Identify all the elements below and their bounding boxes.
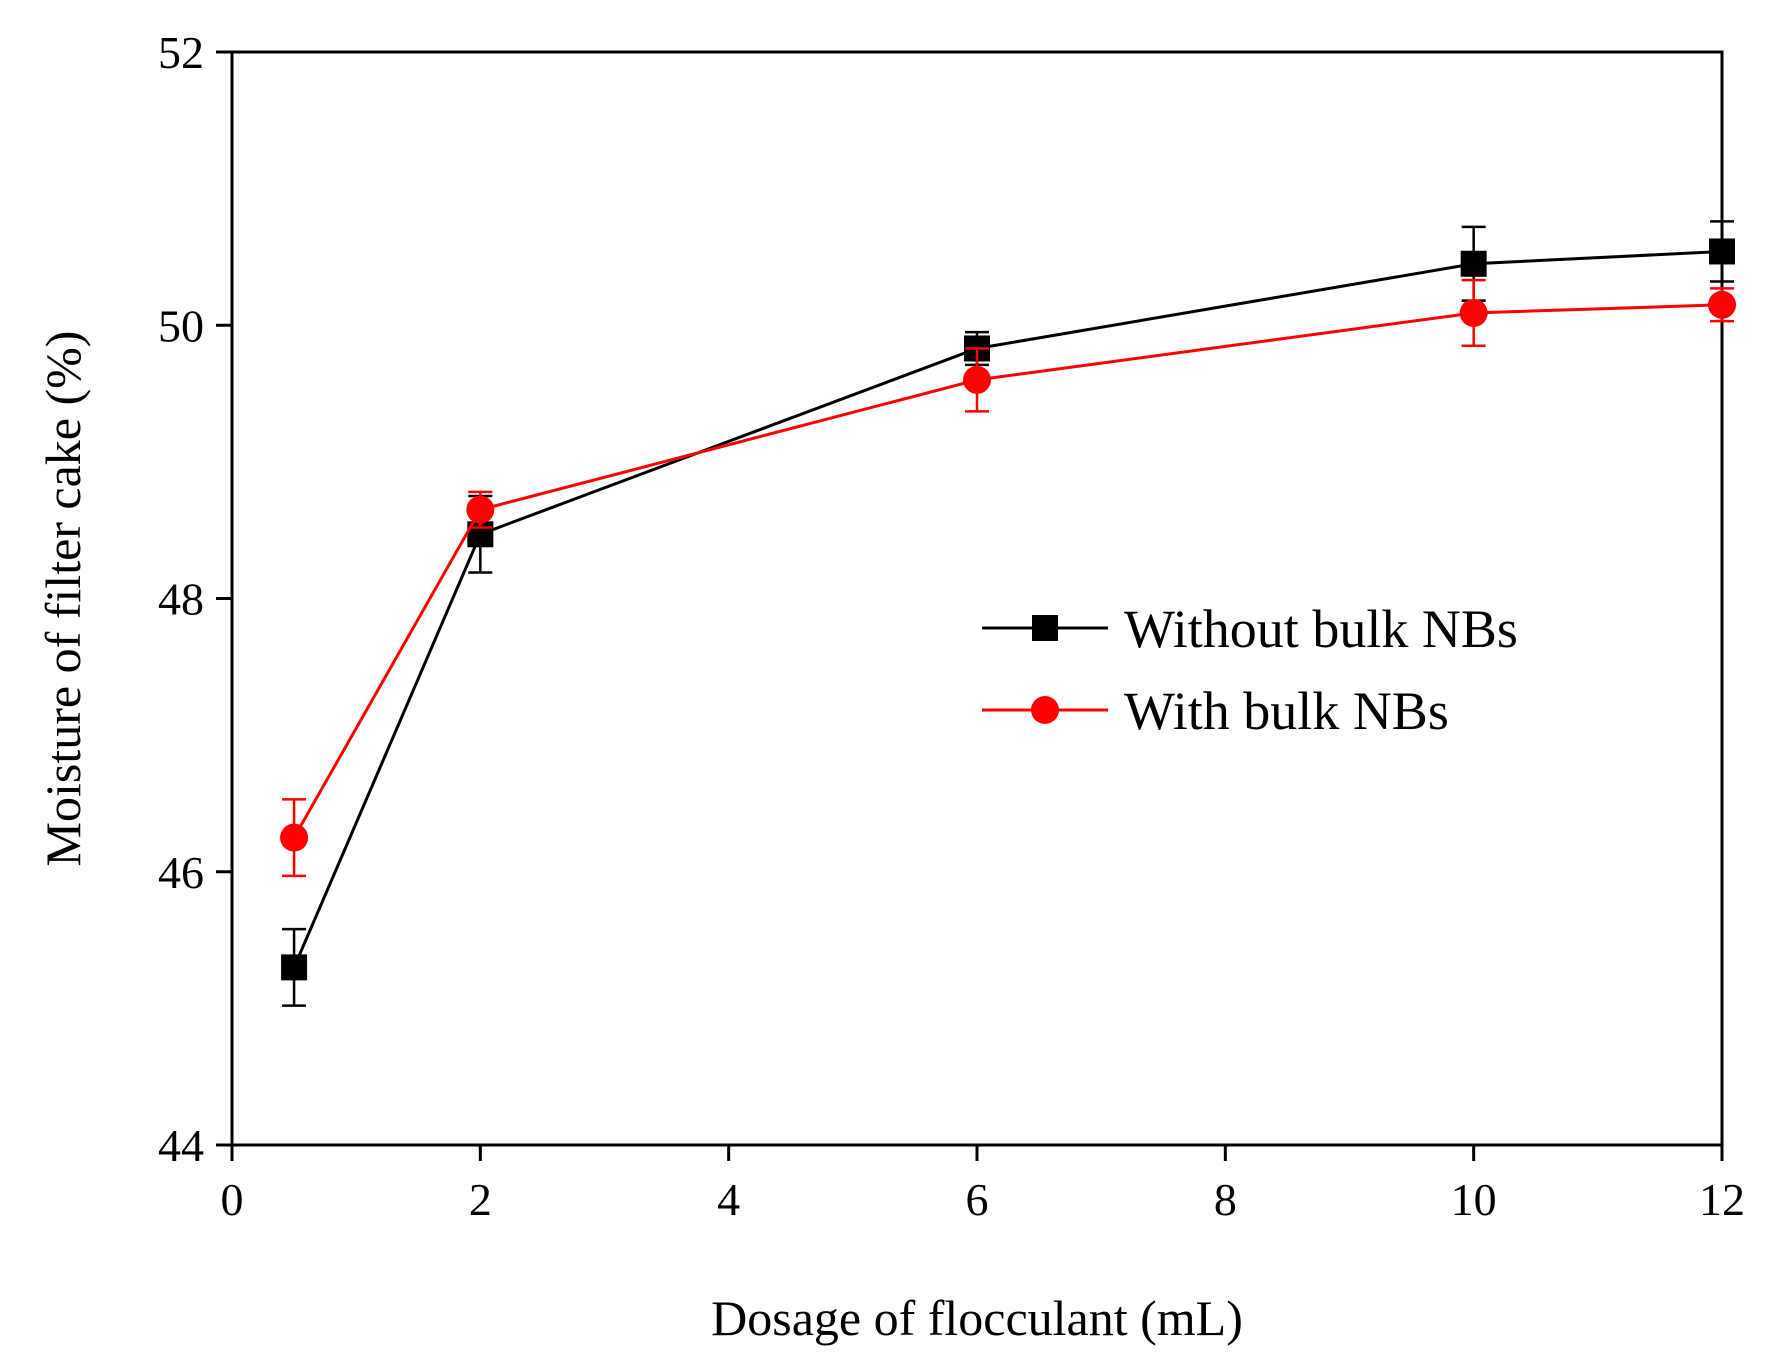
- y-tick-label: 44: [158, 1120, 204, 1171]
- data-point: [466, 495, 495, 524]
- legend-item: With bulk NBs: [982, 681, 1449, 741]
- data-point: [280, 823, 309, 852]
- legend-marker: [1032, 615, 1058, 641]
- series-layer: [280, 220, 1736, 1007]
- legend-label: Without bulk NBs: [1124, 599, 1518, 659]
- data-point: [281, 954, 308, 981]
- y-tick-label: 48: [158, 574, 204, 625]
- x-tick-label: 0: [221, 1174, 244, 1225]
- y-axis-title: Moisture of filter cake (%): [35, 331, 91, 867]
- x-axis: 0 2 4 6 8 10 12: [221, 1145, 1745, 1225]
- legend-marker: [1031, 696, 1059, 724]
- x-tick-label: 6: [966, 1174, 989, 1225]
- x-tick-label: 2: [469, 1174, 492, 1225]
- data-point: [1460, 250, 1487, 277]
- x-tick-label: 10: [1451, 1174, 1497, 1225]
- legend-label: With bulk NBs: [1124, 681, 1449, 741]
- legend-item: Without bulk NBs: [982, 599, 1518, 659]
- data-point: [963, 365, 991, 394]
- y-tick-label: 50: [158, 300, 204, 351]
- y-tick-label: 52: [158, 27, 204, 78]
- legend: Without bulk NBs With bulk NBs: [982, 599, 1518, 741]
- x-axis-title: Dosage of flocculant (mL): [711, 1290, 1243, 1346]
- y-axis: 44 46 48 50 52: [158, 27, 232, 1171]
- data-point: [1708, 290, 1736, 319]
- x-tick-label: 4: [717, 1174, 740, 1225]
- series-2: [280, 278, 1736, 878]
- series-line: [292, 303, 1723, 839]
- x-tick-label: 12: [1699, 1174, 1745, 1225]
- data-point: [1709, 238, 1735, 265]
- y-tick-label: 46: [158, 847, 204, 898]
- x-tick-label: 8: [1214, 1174, 1237, 1225]
- data-point: [1459, 298, 1488, 327]
